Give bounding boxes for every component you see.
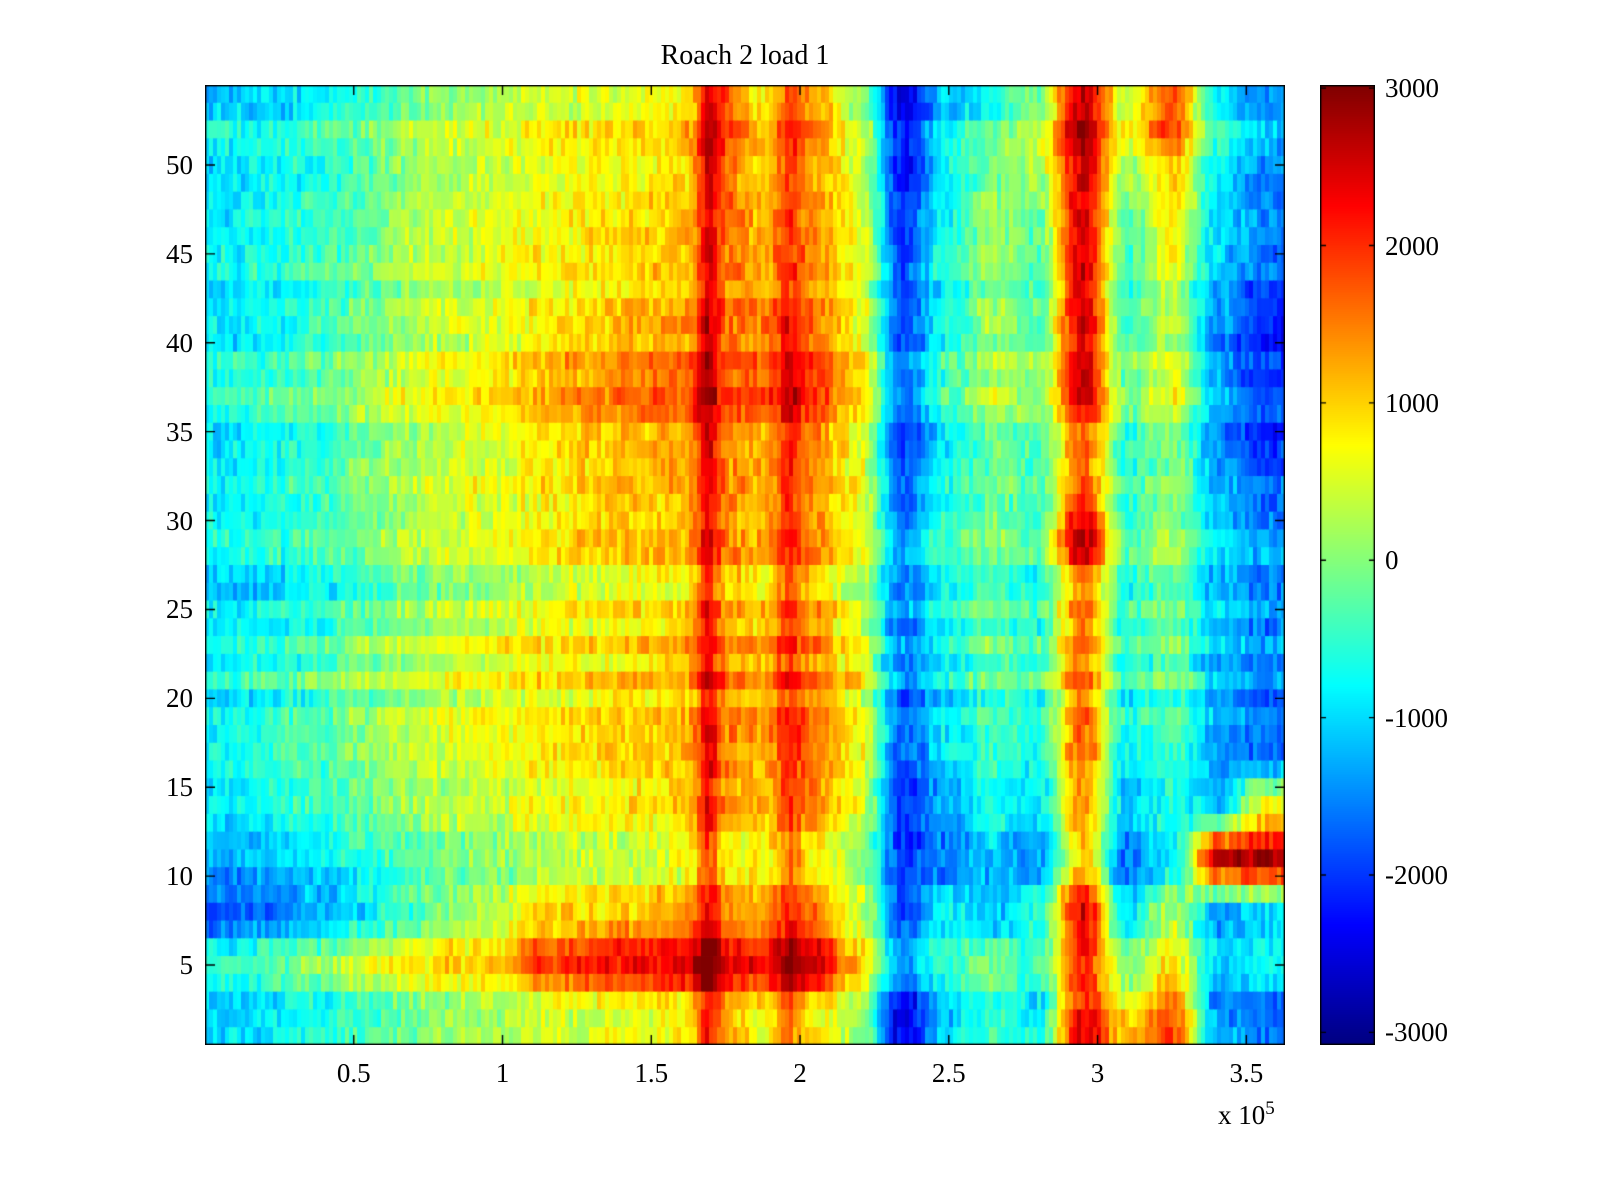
y-axis-tick-label: 45 <box>166 238 193 269</box>
x-axis-exponent-prefix: x 10 <box>1218 1100 1266 1130</box>
x-axis-tick-label: 1 <box>495 1058 510 1088</box>
x-axis-tick-label: 3 <box>1090 1058 1105 1088</box>
x-axis-tick-label: 2 <box>793 1058 807 1088</box>
y-axis-tick-label: 30 <box>166 505 193 536</box>
y-axis-tick-label: 10 <box>166 861 193 892</box>
heatmap-plot-area <box>205 85 1285 1045</box>
colorbar-tick-label: -1000 <box>1385 702 1448 733</box>
y-axis-tick-label: 40 <box>166 327 193 358</box>
colorbar-tick-label: 0 <box>1385 545 1399 576</box>
y-axis-tick-label: 35 <box>166 416 193 447</box>
colorbar-tick-label: -2000 <box>1385 860 1448 891</box>
y-axis-tick-label: 50 <box>166 150 193 180</box>
chart-title: Roach 2 load 1 <box>660 40 830 71</box>
colorbar-tick-label: 1000 <box>1385 387 1439 418</box>
x-axis-tick-label: 2.5 <box>931 1058 966 1088</box>
y-axis-tick-label: 5 <box>179 950 194 980</box>
colorbar-tick-label: 2000 <box>1385 230 1439 261</box>
colorbar-tick-label: -3000 <box>1385 1017 1448 1048</box>
x-axis-tick-label: 0.5 <box>336 1058 371 1088</box>
x-axis-exponent-value: 5 <box>1265 1098 1275 1119</box>
x-axis-tick-label: 3.5 <box>1229 1058 1264 1088</box>
colorbar-tick-label: 3000 <box>1385 73 1439 104</box>
y-axis-tick-label: 15 <box>166 772 193 803</box>
x-axis-exponent-label: x 105 <box>1218 1098 1275 1131</box>
x-axis-tick-label: 1.5 <box>634 1058 669 1088</box>
y-axis-tick-label: 20 <box>166 683 193 714</box>
colorbar <box>1320 85 1375 1045</box>
y-axis-tick-label: 25 <box>166 594 193 625</box>
